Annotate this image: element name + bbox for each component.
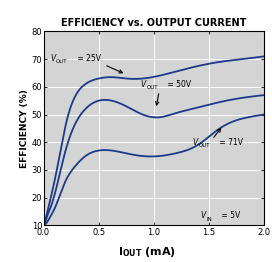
Text: V: V xyxy=(200,211,205,220)
Title: EFFICIENCY vs. OUTPUT CURRENT: EFFICIENCY vs. OUTPUT CURRENT xyxy=(61,18,246,28)
Text: OUT: OUT xyxy=(198,144,210,149)
Text: V: V xyxy=(192,138,197,147)
Y-axis label: EFFICIENCY (%): EFFICIENCY (%) xyxy=(20,89,29,168)
Text: OUT: OUT xyxy=(56,59,68,64)
Text: = 5V: = 5V xyxy=(219,211,240,220)
Text: IN: IN xyxy=(206,217,212,222)
Text: V: V xyxy=(50,53,55,63)
Text: OUT: OUT xyxy=(147,85,158,90)
Text: I$_\mathregular{OUT}$ (mA): I$_\mathregular{OUT}$ (mA) xyxy=(118,245,176,259)
Text: = 71V: = 71V xyxy=(217,138,243,147)
Text: V: V xyxy=(140,80,146,89)
Text: = 25V: = 25V xyxy=(75,53,101,63)
Text: = 50V: = 50V xyxy=(165,80,191,89)
